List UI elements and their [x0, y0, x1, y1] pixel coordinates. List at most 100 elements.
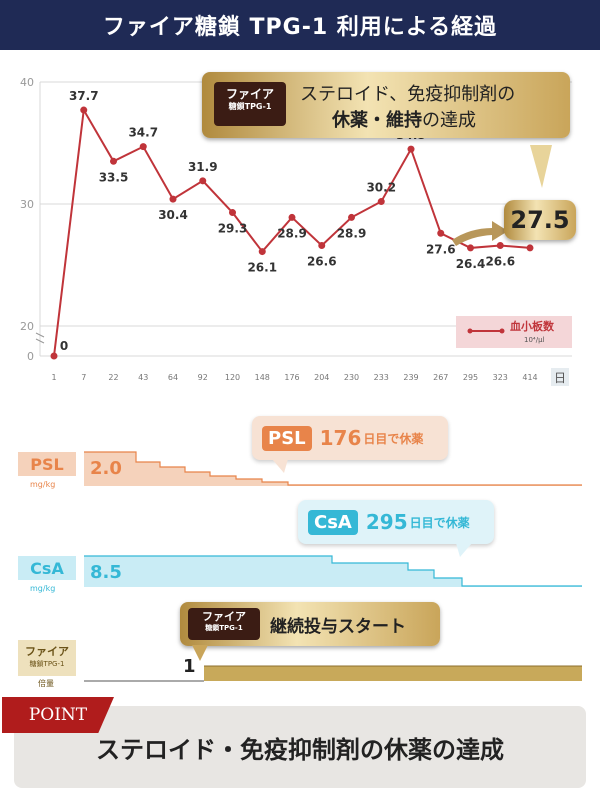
- csa-dosage-area: [84, 556, 582, 587]
- data-label: 27.6: [426, 242, 456, 256]
- callout-tag-line1: ファイア: [225, 87, 274, 101]
- data-label: 31.9: [188, 160, 218, 174]
- tpg-label-box: ファイア 糖鎖TPG-1: [18, 640, 76, 676]
- point-panel: [14, 706, 586, 788]
- data-point: [169, 195, 177, 203]
- legend-unit: 10⁴/μl: [524, 336, 545, 344]
- platelet-line-chart: 40 30 20 0 1 7 22 43 64 92 120 148 176 204 230 233 239 2…: [20, 76, 572, 386]
- data-label: 26.6: [307, 254, 337, 268]
- tpg-label-line1: ファイア: [25, 645, 69, 658]
- x-unit-box: [551, 368, 569, 386]
- callout-text-line1: ステロイド、免疫抑制剤の: [300, 84, 516, 105]
- csa-pill: CsA: [308, 509, 358, 535]
- point-text: ステロイド・免疫抑制剤の休薬の達成: [96, 735, 504, 764]
- x-tick-label: 22: [108, 373, 118, 382]
- callout-tag: ファイア 糖鎖TPG-1: [214, 82, 286, 126]
- data-point: [407, 145, 415, 153]
- csa-unit: mg/kg: [30, 584, 56, 593]
- x-tick-label: 120: [225, 373, 240, 382]
- y-tick-label: 30: [20, 198, 34, 211]
- y-tick-label: 40: [20, 76, 34, 89]
- csa-text: 日目で休薬: [409, 515, 470, 530]
- data-label: 29.3: [218, 222, 248, 236]
- x-tick-label: 148: [255, 373, 270, 382]
- psl-unit: mg/kg: [30, 480, 56, 489]
- x-tick-label: 92: [198, 373, 208, 382]
- data-point: [526, 244, 534, 252]
- x-tick-label: 295: [463, 373, 478, 382]
- data-point: [199, 177, 207, 185]
- data-label: 26.1: [247, 261, 277, 275]
- arrow-icon: [452, 221, 508, 246]
- page-title: ファイア糖鎖 TPG-1 利用による経過: [0, 0, 600, 50]
- psl-dosage-line: [84, 451, 582, 486]
- x-tick-label: 176: [284, 373, 299, 382]
- tpg-unit: 倍量: [38, 679, 54, 688]
- tpg-tag-line2: 糖鎖TPG-1: [205, 623, 243, 632]
- callout-value: 27.5: [510, 206, 570, 234]
- x-tick-label: 1: [51, 373, 56, 382]
- csa-callout: CsA 295 日目で休薬: [298, 500, 494, 544]
- callout-box: ファイア 糖鎖TPG-1 ステロイド、免疫抑制剤の 休薬・維持の達成: [202, 72, 570, 138]
- psl-text: 日目で休薬: [363, 431, 424, 446]
- x-tick-label: 230: [344, 373, 359, 382]
- x-tick-label: 323: [493, 373, 508, 382]
- y-tick-label: 0: [27, 350, 34, 363]
- data-point: [229, 209, 236, 217]
- callout-text-bold: 休薬・維持: [332, 110, 422, 131]
- tpg-dosage-bar: [204, 666, 582, 681]
- csa-start-value: 8.5: [90, 562, 122, 583]
- callout-pointer: [530, 145, 552, 188]
- drug-timeline: [84, 451, 582, 682]
- data-label: 30.2: [366, 181, 396, 195]
- x-tick-label: 414: [522, 373, 537, 382]
- data-label: 28.9: [337, 226, 367, 240]
- data-point: [258, 248, 266, 256]
- data-label: 34.7: [128, 126, 158, 140]
- axis-break: [35, 338, 45, 344]
- callout-value-box: 27.5: [504, 200, 576, 240]
- x-tick-label: 204: [314, 373, 329, 382]
- csa-label: CsA: [30, 558, 64, 578]
- data-point: [437, 229, 445, 237]
- data-point: [139, 143, 147, 151]
- data-label: 26.6: [485, 254, 515, 268]
- data-label: 26.4: [456, 257, 486, 271]
- psl-dosage-area: [84, 452, 582, 486]
- tpg-tag-line1: ファイア: [202, 610, 246, 623]
- data-label: 37.7: [69, 89, 99, 103]
- psl-callout-pointer: [272, 459, 288, 473]
- data-point: [348, 213, 355, 221]
- data-point: [110, 157, 117, 165]
- x-tick-label: 64: [168, 373, 178, 382]
- psl-label: PSL: [30, 454, 64, 474]
- data-label: 30.4: [158, 208, 188, 222]
- csa-day: 295: [365, 510, 408, 534]
- axis-break: [35, 332, 45, 338]
- psl-pill: PSL: [262, 425, 312, 451]
- data-label: 33.5: [99, 170, 129, 184]
- callout-text-rest: の達成: [422, 110, 476, 131]
- tpg-label-line2: 糖鎖TPG-1: [29, 660, 65, 668]
- tpg-start-value: 1: [183, 656, 196, 677]
- data-label: 28.9: [277, 226, 307, 240]
- y-tick-label: 20: [20, 320, 34, 333]
- data-point: [80, 106, 88, 114]
- psl-start-value: 2.0: [90, 458, 122, 479]
- data-point: [467, 244, 474, 252]
- csa-dosage-line: [84, 555, 582, 587]
- x-tick-label: 7: [81, 373, 86, 382]
- data-label: 0: [60, 339, 68, 353]
- tpg-text: 継続投与スタート: [270, 617, 406, 637]
- psl-day: 176: [319, 426, 362, 450]
- psl-label-box: PSL: [18, 452, 76, 476]
- psl-callout: PSL 176 日目で休薬: [252, 416, 448, 460]
- legend: 血小板数 10⁴/μl: [456, 316, 572, 348]
- callout-tag-line2: 糖鎖TPG-1: [228, 101, 272, 111]
- tpg-callout-pointer: [192, 645, 208, 661]
- legend-series-name: 血小板数: [510, 319, 555, 333]
- data-point: [288, 213, 296, 221]
- x-tick-label: 239: [403, 373, 418, 382]
- data-point: [496, 241, 504, 249]
- point-badge: POINT: [2, 697, 114, 733]
